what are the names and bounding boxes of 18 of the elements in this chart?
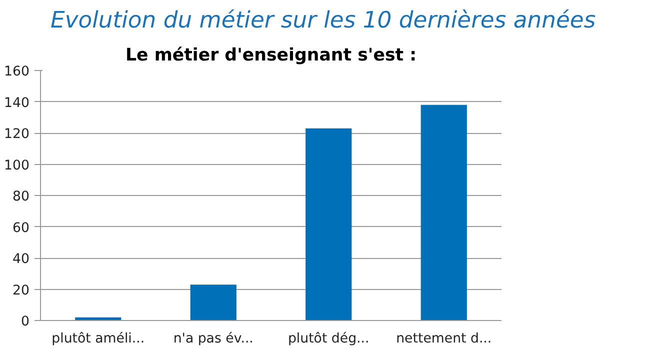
y-tick-label: 120 <box>4 127 30 142</box>
x-tick-label: plutôt améli... <box>52 332 145 346</box>
bar <box>306 128 352 320</box>
bar <box>190 284 236 320</box>
x-tick-label: nettement d... <box>396 332 492 346</box>
y-tick-label: 0 <box>21 314 30 330</box>
y-tick-label: 140 <box>4 96 30 111</box>
bar <box>420 104 467 320</box>
y-tick-label: 80 <box>12 190 30 204</box>
y-tick-label: 40 <box>12 252 30 267</box>
chart-subtitle: Le métier d'enseignant s'est : <box>125 46 417 66</box>
x-tick-label: n'a pas év... <box>173 332 254 346</box>
y-tick-label: 160 <box>4 64 30 80</box>
y-tick-label: 20 <box>12 283 30 298</box>
y-tick-label: 100 <box>4 158 30 174</box>
chart-title: Evolution du métier sur les 10 dernières années <box>50 8 596 34</box>
y-tick-label: 60 <box>12 220 30 236</box>
x-tick-label: plutôt dég... <box>288 332 370 346</box>
